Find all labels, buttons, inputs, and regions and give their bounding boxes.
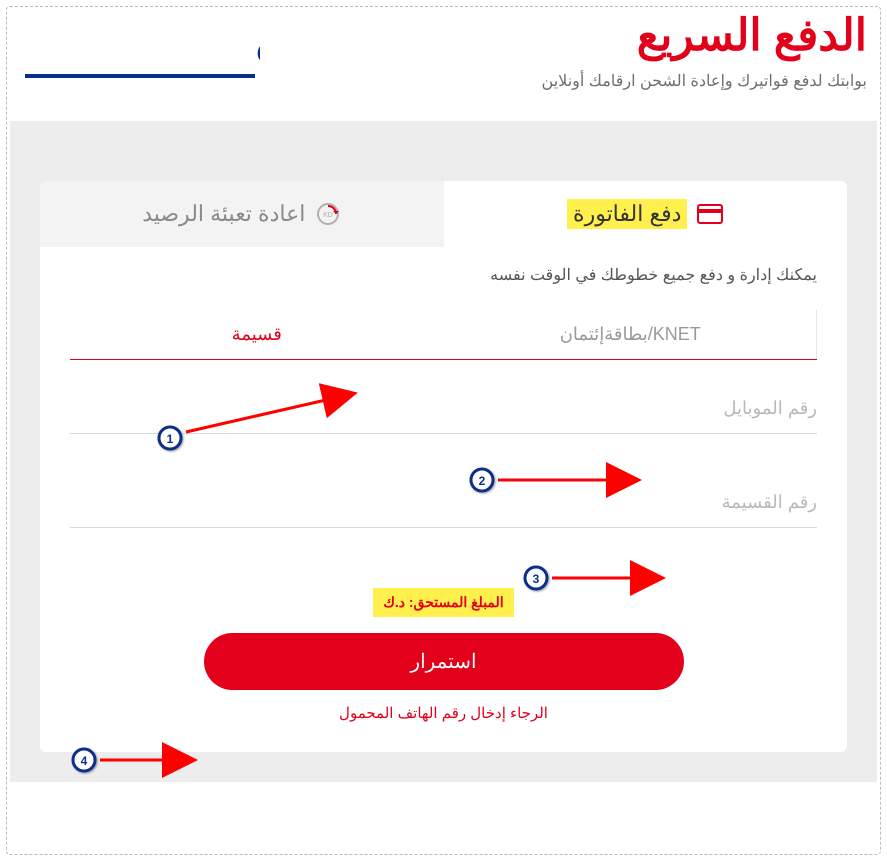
page-title: الدفع السريع	[280, 10, 867, 61]
pay-tab-knet[interactable]: KNET/بطاقةإئتمان	[444, 309, 818, 359]
mobile-field-wrapper	[70, 390, 817, 434]
error-message: الرجاء إدخال رقم الهاتف المحمول	[40, 704, 847, 722]
svg-text:شبكات: شبكات	[255, 13, 260, 76]
tab-pay-bill-label: دفع الفاتورة	[567, 199, 687, 229]
tab-recharge[interactable]: KD اعادة تعبئة الرصيد	[40, 181, 444, 247]
description-text: يمكنك إدارة و دفع جميع خطوطك في الوقت نف…	[40, 247, 847, 309]
logo: شبكات	[20, 10, 260, 80]
tab-recharge-label: اعادة تعبئة الرصيد	[142, 201, 305, 227]
content-area: دفع الفاتورة KD اعادة تعبئة الرصيد يمكنك…	[10, 121, 877, 782]
payment-card: دفع الفاتورة KD اعادة تعبئة الرصيد يمكنك…	[40, 181, 847, 752]
voucher-field-wrapper	[70, 484, 817, 528]
recharge-icon: KD	[315, 201, 341, 227]
continue-button[interactable]: استمرار	[204, 633, 684, 690]
card-icon	[697, 204, 723, 224]
amount-row: المبلغ المستحق: د.ك	[40, 588, 847, 617]
tab-pay-bill[interactable]: دفع الفاتورة	[444, 181, 848, 247]
pay-tab-voucher[interactable]: قسيمة	[70, 309, 444, 359]
main-tabs: دفع الفاتورة KD اعادة تعبئة الرصيد	[40, 181, 847, 247]
payment-method-tabs: KNET/بطاقةإئتمان قسيمة	[70, 309, 817, 360]
voucher-input[interactable]	[70, 492, 817, 513]
page-subtitle: بوابتك لدفع فواتيرك وإعادة الشحن ارقامك …	[280, 71, 867, 91]
amount-due-badge: المبلغ المستحق: د.ك	[373, 588, 513, 617]
mobile-input[interactable]	[70, 398, 817, 419]
svg-text:KD: KD	[323, 212, 333, 219]
header: شبكات الدفع السريع بوابتك لدفع فواتيرك و…	[0, 0, 887, 111]
